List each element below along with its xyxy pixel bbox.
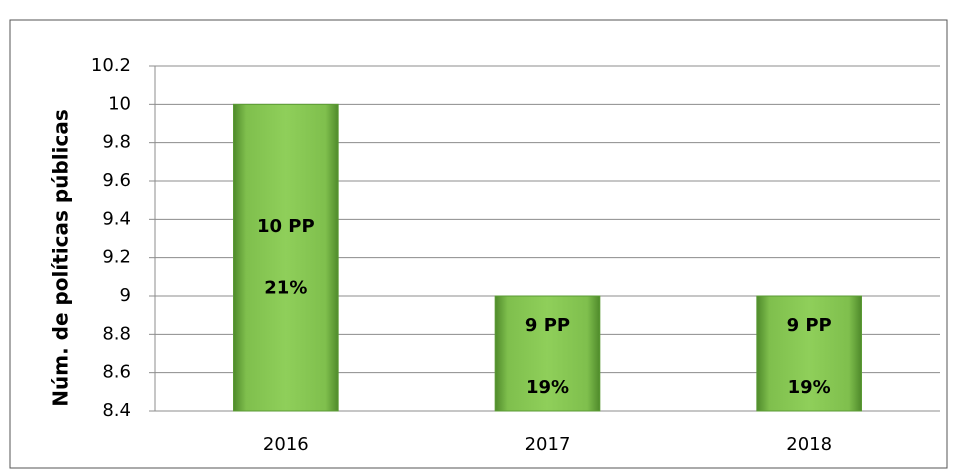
bar bbox=[756, 295, 862, 412]
y-tick-label: 8.8 bbox=[102, 323, 131, 344]
value-label: 9 PP bbox=[525, 315, 570, 336]
value-label: 10 PP bbox=[257, 216, 315, 237]
bar bbox=[233, 103, 339, 412]
percent-label: 21% bbox=[264, 277, 307, 298]
x-tick-label: 2017 bbox=[525, 434, 571, 455]
y-tick-label: 9.6 bbox=[102, 170, 131, 191]
chart-border bbox=[9, 19, 948, 469]
y-tick-label: 9 bbox=[120, 285, 131, 306]
y-tick-label: 10.2 bbox=[91, 55, 131, 76]
y-tick-label: 9.2 bbox=[102, 247, 131, 268]
y-tick-label: 8.4 bbox=[102, 400, 131, 421]
x-tick-label: 2018 bbox=[786, 434, 832, 455]
percent-label: 19% bbox=[526, 377, 569, 398]
y-tick-label: 9.4 bbox=[102, 208, 131, 229]
y-axis-label: Núm. de políticas públicas bbox=[49, 109, 73, 406]
bar bbox=[494, 295, 601, 412]
y-tick-label: 10 bbox=[108, 93, 131, 114]
x-tick-label: 2016 bbox=[263, 434, 309, 455]
percent-label: 19% bbox=[788, 377, 831, 398]
y-tick-label: 9.8 bbox=[102, 132, 131, 153]
y-tick-label: 8.6 bbox=[102, 362, 131, 383]
value-label: 9 PP bbox=[787, 315, 832, 336]
